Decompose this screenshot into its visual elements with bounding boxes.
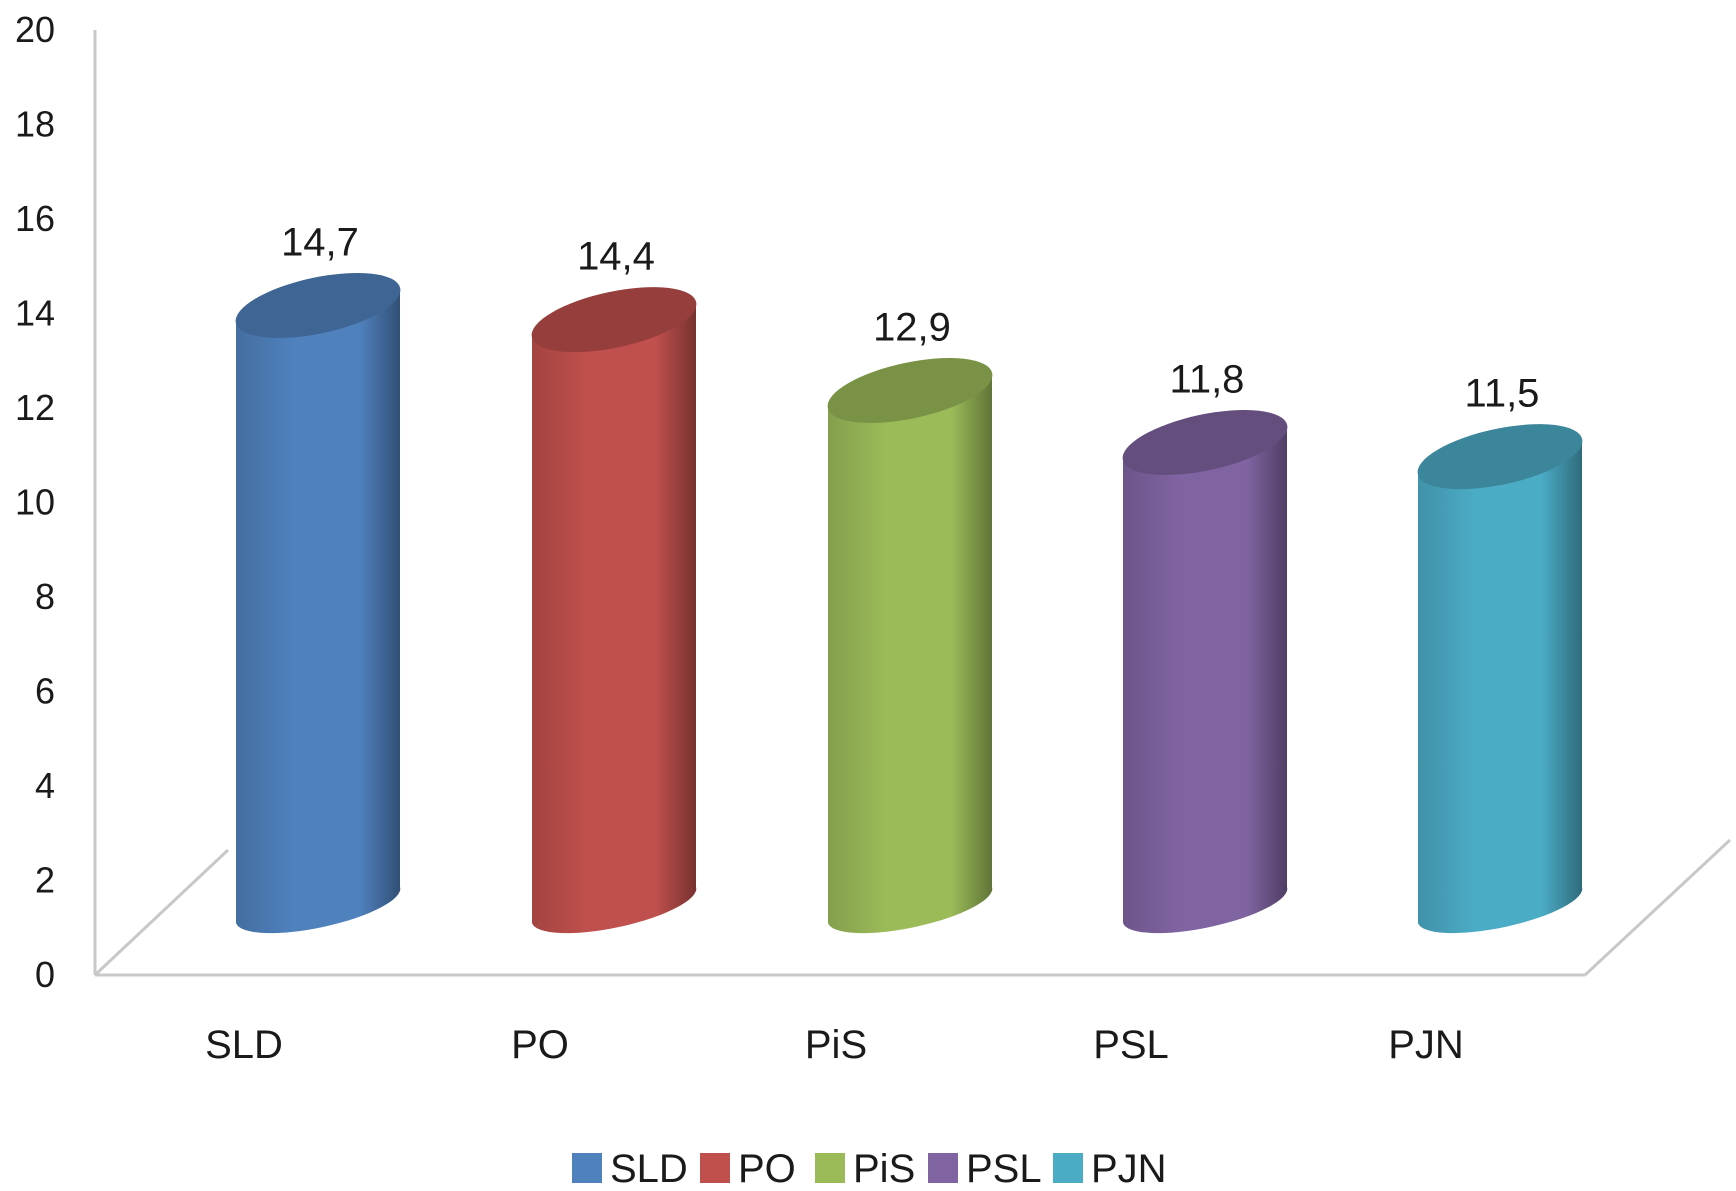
legend-swatch bbox=[700, 1153, 730, 1183]
bar-body bbox=[532, 301, 697, 934]
legend-swatch bbox=[815, 1153, 845, 1183]
legend-item: PSL bbox=[928, 1147, 1042, 1191]
y-tick-label: 14 bbox=[15, 293, 55, 334]
legend: SLD PO PiS PSL PJN bbox=[572, 1147, 1167, 1191]
legend-label: PSL bbox=[966, 1147, 1042, 1191]
category-label: PiS bbox=[805, 1023, 867, 1067]
y-tick-label: 2 bbox=[35, 860, 55, 901]
legend-label: PJN bbox=[1091, 1147, 1167, 1191]
legend-label: SLD bbox=[610, 1147, 688, 1191]
data-label: 12,9 bbox=[873, 305, 951, 349]
bar-body bbox=[236, 287, 401, 934]
y-tick-label: 20 bbox=[15, 9, 55, 50]
data-label: 14,4 bbox=[577, 235, 655, 279]
legend-swatch bbox=[928, 1153, 958, 1183]
y-tick-label: 6 bbox=[35, 671, 55, 712]
legend-label: PiS bbox=[853, 1147, 915, 1191]
y-tick-label: 16 bbox=[15, 198, 55, 239]
bar-top-cap bbox=[531, 287, 697, 353]
category-label: PO bbox=[511, 1023, 569, 1067]
category-labels: SLD PO PiS PSL PJN bbox=[205, 1023, 1464, 1067]
bar-body bbox=[828, 372, 993, 934]
y-tick-label: 12 bbox=[15, 387, 55, 428]
y-tick-label: 4 bbox=[35, 765, 55, 806]
legend-item: PO bbox=[700, 1147, 796, 1191]
y-tick-label: 8 bbox=[35, 576, 55, 617]
data-label: 14,7 bbox=[281, 220, 359, 264]
bar-body bbox=[1418, 438, 1583, 934]
bar-body bbox=[1123, 424, 1288, 934]
bar-top-cap bbox=[235, 272, 401, 338]
bar bbox=[827, 357, 993, 934]
bar-top-cap bbox=[827, 357, 993, 423]
legend-item: PJN bbox=[1053, 1147, 1167, 1191]
chart-axes bbox=[93, 30, 1732, 977]
floor-right-edge bbox=[1583, 838, 1732, 977]
bars bbox=[235, 272, 1583, 934]
bar-top-cap bbox=[1417, 424, 1583, 490]
legend-swatch bbox=[572, 1153, 602, 1183]
bar bbox=[1122, 409, 1288, 934]
y-tick-label: 0 bbox=[35, 954, 55, 995]
data-label: 11,8 bbox=[1170, 357, 1245, 401]
category-label: PSL bbox=[1093, 1023, 1169, 1067]
data-labels: 14,7 14,4 12,9 11,8 11,5 bbox=[281, 220, 1539, 415]
data-label: 11,5 bbox=[1465, 372, 1540, 416]
legend-label: PO bbox=[738, 1147, 796, 1191]
bar-top-cap bbox=[1122, 409, 1288, 475]
bar bbox=[235, 272, 401, 934]
y-tick-label: 18 bbox=[15, 104, 55, 145]
legend-item: SLD bbox=[572, 1147, 688, 1191]
legend-item: PiS bbox=[815, 1147, 915, 1191]
y-axis-ticks: 0 2 4 6 8 10 12 14 16 18 20 bbox=[15, 9, 55, 995]
bar bbox=[1417, 424, 1583, 934]
y-tick-label: 10 bbox=[15, 482, 55, 523]
bar bbox=[531, 287, 697, 934]
legend-swatch bbox=[1053, 1153, 1083, 1183]
floor-left-edge bbox=[93, 848, 230, 977]
category-label: SLD bbox=[205, 1023, 283, 1067]
category-label: PJN bbox=[1388, 1023, 1464, 1067]
